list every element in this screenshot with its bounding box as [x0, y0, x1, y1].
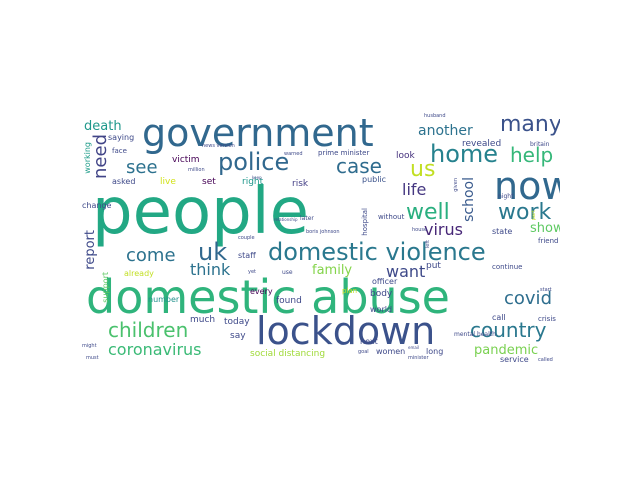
word-children: children [108, 318, 189, 342]
word-news-version: news version [202, 143, 235, 149]
word-world: world [370, 305, 393, 314]
word-live: live [160, 177, 176, 187]
word-want: want [386, 262, 426, 281]
word-right: right [242, 177, 264, 187]
word-later: later [300, 215, 314, 222]
word-uk: uk [198, 238, 228, 266]
word-staff: staff [238, 251, 256, 260]
word-state: state [492, 227, 513, 236]
word-minister: minister [408, 355, 429, 361]
word-house: house [412, 227, 428, 233]
word-warned: warned [284, 151, 303, 157]
word-relationship: relationship [274, 217, 298, 222]
word-face: face [112, 147, 127, 155]
word-next: next [360, 337, 378, 346]
word-goal: goal [358, 349, 369, 355]
word-coronavirus: coronavirus [108, 340, 202, 359]
word-government: government [142, 112, 374, 155]
word-social-distancing: social distancing [250, 349, 326, 359]
word-report: report [83, 230, 98, 270]
word-cloud: people domestic abuse government lockdow… [80, 112, 560, 368]
word-well: well [406, 200, 450, 225]
word-every: every [250, 287, 273, 296]
word-email: email [408, 345, 420, 350]
word-service: service [500, 355, 529, 364]
word-found: found [276, 296, 302, 306]
word-friend: friend [538, 237, 559, 245]
word-night: night [498, 193, 514, 200]
word-people: people [92, 175, 309, 249]
word-risk: risk [292, 179, 309, 189]
word-another: another [418, 123, 473, 139]
word-lockdown: lockdown [256, 309, 436, 353]
word-death: death [84, 119, 122, 134]
word-home: home [430, 140, 499, 168]
word-boris-johnson: boris johnson [306, 229, 340, 235]
word-us: us [410, 157, 436, 182]
word-husband: husband [424, 113, 446, 119]
word-prime-minister: prime minister [318, 149, 370, 157]
word-case: case [336, 154, 382, 178]
word-call: call [492, 313, 506, 322]
word-school: school [461, 177, 477, 222]
word-say: say [230, 331, 246, 341]
word-called: called [538, 357, 553, 363]
word-change: change [82, 201, 112, 210]
word-country: country [470, 318, 547, 342]
word-life: life [402, 180, 427, 199]
word-family: family [312, 263, 353, 278]
word-couple: couple [238, 235, 255, 241]
word-keep: keep [252, 175, 262, 180]
word-set: set [202, 177, 216, 187]
word-many: many [500, 112, 560, 137]
word-put: put [426, 261, 441, 271]
word-show: show [530, 221, 560, 236]
word-support: support [101, 272, 110, 303]
word-police: police [218, 148, 290, 176]
word-given: given [453, 178, 459, 192]
word-britain: britain [530, 141, 550, 148]
word-crisis: crisis [538, 315, 556, 323]
word-public: public [362, 175, 387, 184]
word-pandemic: pandemic [474, 343, 539, 358]
word-domestic-abuse: domestic abuse [86, 270, 450, 324]
word-today: today [224, 317, 250, 327]
word-mental-health: mental health [454, 331, 496, 338]
word-million: million [188, 167, 205, 173]
word-come: come [126, 245, 176, 266]
word-might: might [82, 343, 97, 349]
word-look: look [396, 151, 415, 161]
word-saying: saying [108, 133, 135, 142]
word-working: working [83, 142, 92, 174]
word-work: work [498, 200, 552, 225]
word-long: long [426, 347, 444, 356]
word-women: women [376, 347, 406, 356]
word-continue: continue [492, 263, 523, 271]
word-left: left [425, 240, 431, 249]
word-plan: plan [342, 287, 358, 295]
word-revealed: revealed [462, 139, 502, 149]
word-body: body [370, 289, 393, 299]
word-part: part [531, 210, 537, 221]
word-number: number [148, 295, 180, 304]
word-asked: asked [112, 177, 136, 186]
word-see: see [126, 157, 158, 178]
word-virus: virus [424, 220, 463, 239]
word-hospital: hospital [361, 208, 369, 236]
word-domestic-violence: domestic violence [268, 238, 486, 266]
word-covid: covid [504, 288, 552, 309]
word-yet: yet [248, 269, 256, 275]
word-without: without [378, 213, 405, 221]
word-much: much [190, 315, 216, 325]
word-start: start [540, 287, 552, 293]
word-think: think [190, 260, 231, 279]
word-victim: victim [172, 155, 200, 165]
word-use: use [282, 269, 293, 276]
word-already: already [124, 269, 154, 278]
word-help: help [510, 143, 554, 167]
word-officer: officer [372, 277, 398, 286]
word-now: now [494, 164, 560, 208]
word-must: must [86, 355, 99, 361]
